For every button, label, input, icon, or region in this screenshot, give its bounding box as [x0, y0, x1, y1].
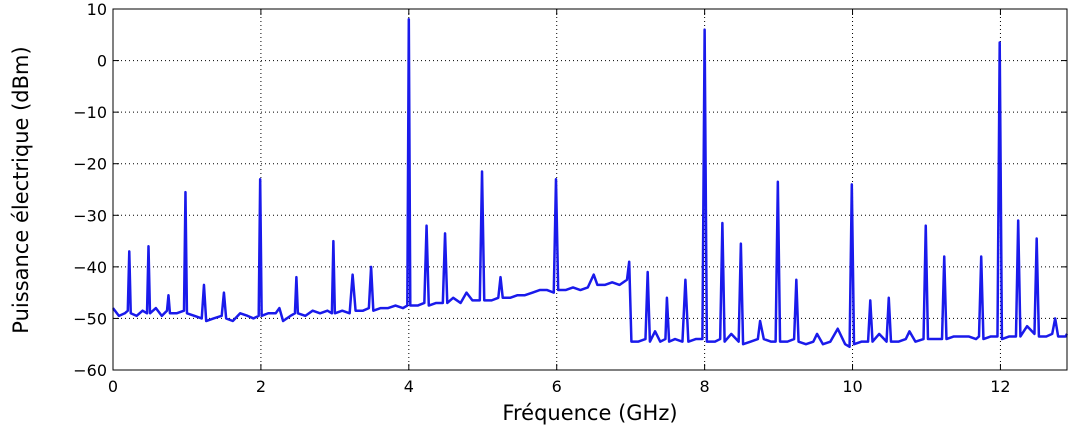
y-tick-label: −40	[73, 258, 107, 277]
y-tick-label: −30	[73, 206, 107, 225]
x-tick-label: 0	[108, 377, 118, 396]
plot-frame	[112, 8, 1068, 371]
y-tick-label: −60	[73, 361, 107, 380]
y-axis-label: Puissance électrique (dBm)	[9, 46, 33, 333]
y-tick-label: 10	[87, 0, 107, 19]
y-tick-label: −50	[73, 309, 107, 328]
x-tick-label: 2	[256, 377, 266, 396]
data-line	[112, 18, 1068, 349]
y-tick-label: 0	[97, 52, 107, 71]
x-tick-label: 10	[842, 377, 862, 396]
x-tick-label: 8	[700, 377, 710, 396]
y-tick-label: −20	[73, 155, 107, 174]
x-tick-label: 12	[990, 377, 1010, 396]
x-tick-label: 4	[404, 377, 414, 396]
x-tick-label: 6	[552, 377, 562, 396]
x-axis-label: Fréquence (GHz)	[502, 401, 677, 425]
y-tick-label: −10	[73, 103, 107, 122]
